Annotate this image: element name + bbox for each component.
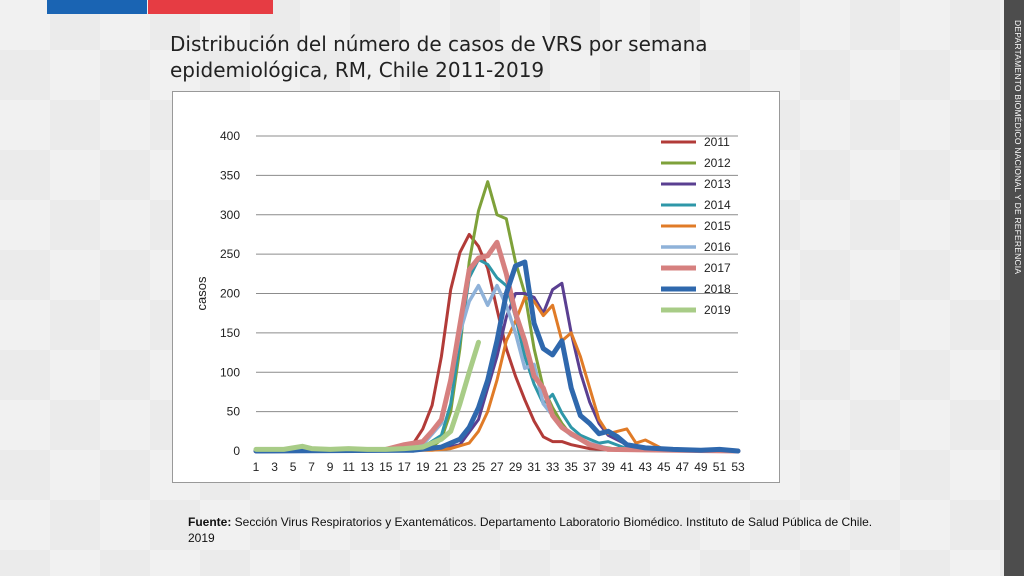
legend-label-2013: 2013 bbox=[704, 177, 731, 191]
x-tick-label: 17 bbox=[398, 460, 412, 474]
legend-label-2014: 2014 bbox=[704, 198, 731, 212]
source-label: Fuente: bbox=[188, 515, 232, 529]
legend-label-2012: 2012 bbox=[704, 156, 731, 170]
y-tick-label: 0 bbox=[233, 444, 240, 458]
source-text: Sección Virus Respiratorios y Exantemáti… bbox=[188, 515, 873, 545]
flag-blue-stripe bbox=[47, 0, 147, 14]
x-tick-label: 47 bbox=[676, 460, 690, 474]
x-tick-label: 19 bbox=[416, 460, 430, 474]
x-tick-label: 41 bbox=[620, 460, 634, 474]
legend-label-2019: 2019 bbox=[704, 303, 731, 317]
x-tick-label: 9 bbox=[327, 460, 334, 474]
x-tick-label: 37 bbox=[583, 460, 597, 474]
x-tick-label: 13 bbox=[361, 460, 375, 474]
x-tick-label: 35 bbox=[564, 460, 578, 474]
x-tick-label: 39 bbox=[602, 460, 616, 474]
y-axis-label: casos bbox=[194, 276, 209, 310]
y-tick-label: 400 bbox=[220, 129, 240, 143]
side-label: DEPARTAMENTO BIOMÉDICO NACIONAL Y DE REF… bbox=[1013, 20, 1023, 275]
y-tick-label: 200 bbox=[220, 287, 240, 301]
x-tick-label: 21 bbox=[435, 460, 449, 474]
flag-red-stripe bbox=[148, 0, 273, 14]
x-tick-label: 51 bbox=[713, 460, 727, 474]
legend-label-2011: 2011 bbox=[704, 135, 730, 149]
side-bar bbox=[1004, 0, 1024, 576]
x-tick-label: 23 bbox=[453, 460, 467, 474]
y-tick-label: 150 bbox=[220, 326, 240, 340]
y-tick-label: 350 bbox=[220, 168, 240, 182]
x-tick-label: 49 bbox=[694, 460, 708, 474]
series-line-2017 bbox=[253, 239, 741, 454]
y-tick-label: 300 bbox=[220, 208, 240, 222]
legend-label-2018: 2018 bbox=[704, 282, 731, 296]
x-tick-label: 7 bbox=[308, 460, 315, 474]
x-tick-label: 25 bbox=[472, 460, 486, 474]
series-line-2015 bbox=[254, 295, 740, 453]
y-tick-label: 100 bbox=[220, 365, 240, 379]
legend-label-2015: 2015 bbox=[704, 219, 731, 233]
page-title: Distribución del número de casos de VRS … bbox=[170, 32, 708, 82]
x-tick-label: 31 bbox=[527, 460, 541, 474]
series-line-2014 bbox=[254, 258, 740, 453]
x-tick-label: 45 bbox=[657, 460, 671, 474]
x-tick-label: 15 bbox=[379, 460, 393, 474]
x-tick-label: 11 bbox=[342, 460, 355, 474]
legend-label-2017: 2017 bbox=[704, 261, 731, 275]
legend-label-2016: 2016 bbox=[704, 240, 731, 254]
y-tick-label: 50 bbox=[227, 405, 241, 419]
series-line-2018 bbox=[253, 259, 741, 454]
x-tick-label: 27 bbox=[490, 460, 504, 474]
series-line-2019 bbox=[253, 339, 481, 452]
x-tick-label: 33 bbox=[546, 460, 560, 474]
x-tick-label: 5 bbox=[290, 460, 297, 474]
source-note: Fuente: Sección Virus Respiratorios y Ex… bbox=[188, 514, 888, 546]
x-tick-label: 3 bbox=[271, 460, 278, 474]
x-tick-label: 1 bbox=[253, 460, 260, 474]
y-tick-label: 250 bbox=[220, 247, 240, 261]
chart-container: 0 50 100 150 200 250 300 350 400 1 3 5 7 9 11 13 15 17 19 2… bbox=[172, 91, 780, 483]
series-line-2012 bbox=[254, 180, 740, 453]
x-tick-label: 53 bbox=[731, 460, 745, 474]
x-tick-label: 29 bbox=[509, 460, 523, 474]
x-tick-label: 43 bbox=[639, 460, 653, 474]
